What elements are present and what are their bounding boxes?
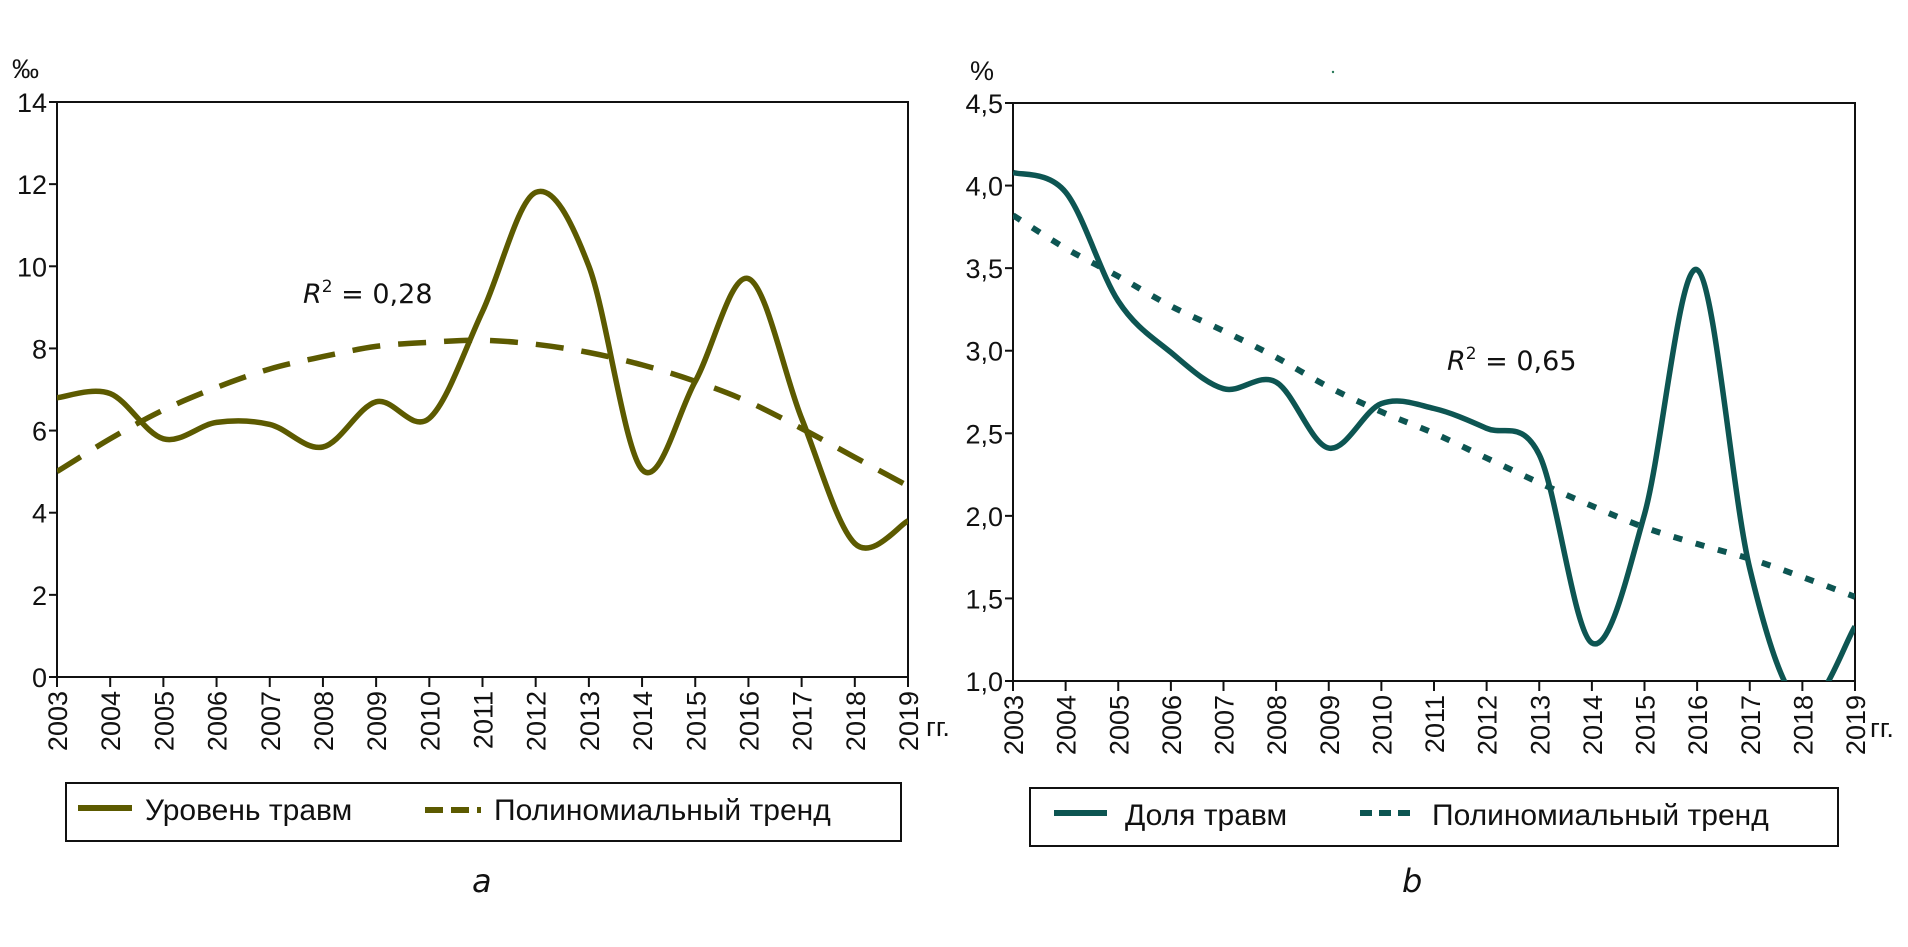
plot-area-frame bbox=[1012, 102, 1856, 682]
x-tick-label: 2013 bbox=[1525, 695, 1555, 755]
y-tick-label: 3,0 bbox=[965, 337, 1003, 367]
x-tick-label: 2013 bbox=[575, 691, 605, 751]
legend-label-polynomial-trend: Полиномиальный тренд bbox=[494, 794, 831, 827]
x-tick-label: 2014 bbox=[1578, 695, 1608, 755]
x-tick-label: 2015 bbox=[681, 691, 711, 751]
series-injury-share-line bbox=[1013, 169, 1855, 681]
stray-dot-mark bbox=[1331, 70, 1335, 74]
x-tick-label: 2017 bbox=[788, 691, 818, 751]
legend-box bbox=[1029, 787, 1839, 847]
y-axis-ticks: 1,0 1,5 2,0 2,5 3,0 3,5 4,0 4,5 bbox=[965, 89, 1013, 697]
legend: Уровень травм Полиномиальный тренд bbox=[65, 782, 902, 842]
chart-panel-b: % 1,01,52,02,53,03,54,04,5 2003 2004 2005 2… bbox=[965, 56, 1893, 900]
x-tick-label: 2003 bbox=[43, 691, 73, 751]
y-tick-label: 8 bbox=[32, 334, 47, 364]
y-tick-label: 14 bbox=[17, 88, 47, 118]
x-tick-label: 2008 bbox=[1262, 695, 1292, 755]
panel-caption-b: b bbox=[1402, 862, 1422, 900]
y-unit-label: % bbox=[970, 56, 994, 86]
y-tick-label: 4,0 bbox=[965, 172, 1003, 202]
x-tick-label: 2012 bbox=[522, 691, 552, 751]
x-tick-label: 2003 bbox=[999, 695, 1029, 755]
x-tick-label: 2014 bbox=[628, 691, 658, 751]
x-tick-label: 2016 bbox=[1683, 695, 1713, 755]
x-tick-label: 2010 bbox=[415, 691, 445, 751]
y-tick-label: 1,5 bbox=[965, 584, 1003, 614]
series-polynomial-trend-line bbox=[1013, 212, 1855, 600]
x-axis-ticks: 2003 2004 2005 2006 2007 2008 2009 2010 2011 2012… bbox=[43, 677, 924, 751]
x-tick-label: 2012 bbox=[1473, 695, 1503, 755]
x-tick-label: 2005 bbox=[1104, 695, 1134, 755]
x-axis-ticks: 2003 2004 2005 2006 2007 2008 2009 2010 2011 2012… bbox=[999, 681, 1871, 755]
y-axis-ticks: 0 2 4 6 8 10 12 14 bbox=[17, 88, 57, 693]
x-tick-label: 2019 bbox=[1841, 695, 1871, 755]
x-tick-label: 2004 bbox=[1052, 695, 1082, 755]
x-tick-label: 2011 bbox=[1420, 695, 1450, 753]
x-tick-label: 2010 bbox=[1367, 695, 1397, 755]
x-tick-label: 2018 bbox=[841, 691, 871, 751]
y-tick-label: 4,5 bbox=[965, 89, 1003, 119]
x-tick-label: 2004 bbox=[96, 691, 126, 751]
series-polynomial-trend-line bbox=[57, 337, 908, 489]
x-tick-label: 2009 bbox=[1315, 695, 1345, 755]
y-tick-label: 12 bbox=[17, 170, 47, 200]
y-tick-label: 4 bbox=[32, 499, 47, 529]
y-unit-label: ‰ bbox=[12, 54, 39, 84]
y-tick-label: 2,0 bbox=[965, 502, 1003, 532]
x-tick-label: 2007 bbox=[1210, 695, 1240, 755]
x-tick-label: 2005 bbox=[149, 691, 179, 751]
x-unit-label: гг. bbox=[1870, 713, 1894, 743]
legend-label-polynomial-trend: Полиномиальный тренд bbox=[1432, 799, 1769, 832]
y-tick-label: 2,5 bbox=[965, 419, 1003, 449]
x-tick-label: 2018 bbox=[1788, 695, 1818, 755]
legend-label-injury-level: Уровень травм bbox=[145, 794, 352, 827]
r-squared-annotation: R2 = 0,28 bbox=[303, 277, 433, 310]
y-tick-label: 6 bbox=[32, 417, 47, 447]
x-tick-label: 2016 bbox=[734, 691, 764, 751]
x-tick-label: 2019 bbox=[894, 691, 924, 751]
y-tick-label: 1,0 bbox=[965, 667, 1003, 697]
panel-caption-a: a bbox=[472, 862, 492, 900]
legend: Доля травм Полиномиальный тренд bbox=[1029, 787, 1839, 847]
plot-area-frame bbox=[56, 101, 909, 678]
x-tick-label: 2015 bbox=[1631, 695, 1661, 755]
x-tick-label: 2007 bbox=[256, 691, 286, 751]
x-unit-label: гг. bbox=[926, 712, 950, 742]
y-tick-label: 10 bbox=[17, 252, 47, 282]
legend-box bbox=[65, 782, 902, 842]
series-injury-level-line bbox=[57, 188, 908, 551]
y-tick-label: 3,5 bbox=[965, 254, 1003, 284]
r-squared-annotation: R2 = 0,65 bbox=[1447, 344, 1577, 377]
y-tick-label: 0 bbox=[32, 663, 47, 693]
x-tick-label: 2011 bbox=[469, 691, 499, 749]
x-tick-label: 2009 bbox=[362, 691, 392, 751]
x-tick-label: 2008 bbox=[309, 691, 339, 751]
y-tick-label: 2 bbox=[32, 581, 47, 611]
x-tick-label: 2017 bbox=[1736, 695, 1766, 755]
x-tick-label: 2006 bbox=[203, 691, 233, 751]
legend-label-injury-share: Доля травм bbox=[1125, 799, 1287, 832]
x-tick-label: 2006 bbox=[1157, 695, 1187, 755]
